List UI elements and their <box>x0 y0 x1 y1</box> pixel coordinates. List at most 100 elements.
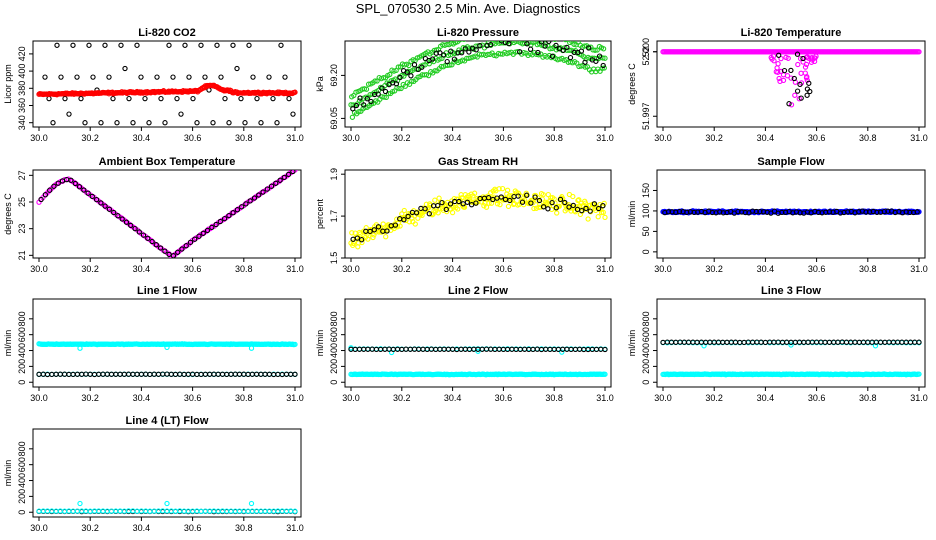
data-point-black <box>166 42 172 48</box>
data-point-yellow <box>370 234 376 241</box>
data-point-green <box>530 41 536 46</box>
data-point-green <box>380 75 387 81</box>
data-point-green <box>549 34 553 38</box>
data-point-green <box>600 46 607 52</box>
x-tick-label: 30.2 <box>81 523 99 533</box>
x-tick-label: 30.4 <box>757 264 775 274</box>
data-point-black <box>419 64 425 70</box>
x-tick-label: 30.4 <box>133 393 151 403</box>
data-point-magenta <box>773 69 779 75</box>
y-axis-label: ml/min <box>627 330 637 357</box>
data-point-black <box>174 95 180 102</box>
data-point-green <box>547 32 551 36</box>
data-point-green <box>530 31 534 35</box>
data-point-black <box>134 42 140 48</box>
y-tick-label: 69.20 <box>329 64 339 87</box>
data-points <box>660 208 922 216</box>
x-tick-label: 31.0 <box>596 133 614 143</box>
data-point-black <box>258 371 264 377</box>
y-tick-label: 600 <box>641 327 651 342</box>
x-tick-label: 30.6 <box>808 264 826 274</box>
data-point-black <box>791 75 797 82</box>
data-point-black <box>587 208 593 214</box>
data-point-black <box>39 35 43 39</box>
chart-title: Li-820 CO2 <box>138 27 195 39</box>
data-points <box>660 339 922 378</box>
x-tick-label: 30.6 <box>184 133 202 143</box>
plot-frame <box>32 298 302 388</box>
y-tick-label: 400 <box>17 473 27 488</box>
data-point-black <box>128 222 134 229</box>
y-tick-label: 52.000 <box>641 38 651 66</box>
data-point-black <box>264 186 270 192</box>
data-point-cyan <box>788 342 794 348</box>
data-point-black <box>292 371 298 377</box>
data-point-black <box>274 120 280 126</box>
x-tick-label: 31.0 <box>286 523 304 533</box>
data-point-black <box>567 54 574 61</box>
chart-panel-8: Line 2 Flow 30.0 30.2 30.4 30.6 30.8 31.0 0 2004… <box>315 285 614 403</box>
data-point-black <box>447 201 454 207</box>
x-tick-label: 31.0 <box>910 133 928 143</box>
data-point-black <box>273 180 279 186</box>
data-point-black <box>684 209 690 215</box>
data-point-yellow <box>534 198 540 204</box>
data-point-black <box>528 200 534 206</box>
data-point-black <box>66 111 72 117</box>
data-point-black <box>146 120 152 126</box>
x-tick-label: 30.4 <box>133 523 151 533</box>
data-point-magenta <box>792 92 798 98</box>
chart-title: Li-820 Temperature <box>741 27 842 39</box>
data-point-black <box>147 371 153 378</box>
data-point-black <box>602 346 608 353</box>
data-point-black <box>187 239 194 245</box>
chart-panel-5: Gas Stream RH 30.0 30.2 30.4 30.6 30.8 31.0 1.5… <box>315 156 614 274</box>
data-point-black <box>234 65 240 72</box>
data-point-yellow <box>517 193 523 199</box>
data-point-black <box>49 371 55 378</box>
chart-title: Line 3 Flow <box>761 285 821 297</box>
x-tick-label: 30.2 <box>393 133 411 143</box>
data-point-black <box>358 237 365 243</box>
data-point-blue <box>916 209 922 215</box>
data-point-black <box>242 120 248 126</box>
data-point-black <box>566 204 572 210</box>
data-point-black <box>234 207 241 213</box>
data-point-black <box>85 190 91 196</box>
y-axis-label: kPa <box>315 76 325 92</box>
data-point-green <box>432 68 438 74</box>
data-points <box>36 500 298 515</box>
x-tick-label: 30.6 <box>495 133 513 143</box>
x-tick-label: 30.8 <box>235 133 253 143</box>
data-point-black <box>54 42 60 48</box>
data-point-black <box>106 206 113 212</box>
data-point-black <box>62 95 68 102</box>
data-point-black <box>230 210 236 216</box>
data-point-green <box>381 94 387 100</box>
data-point-black <box>226 120 232 126</box>
x-tick-label: 30.2 <box>81 393 99 403</box>
y-tick-label: 25 <box>17 197 27 207</box>
data-point-green <box>372 78 378 84</box>
data-point-black <box>102 42 108 48</box>
data-point-black <box>186 74 192 80</box>
data-point-green <box>601 65 607 71</box>
data-point-black <box>515 193 521 199</box>
data-point-black <box>178 111 184 117</box>
x-tick-label: 30.4 <box>444 133 462 143</box>
data-point-black <box>207 371 213 377</box>
data-point-black <box>819 210 825 216</box>
data-point-cyan <box>916 371 922 377</box>
data-point-yellow <box>538 204 544 210</box>
chart-panel-3: Li-820 Temperature 30.0 30.2 30.4 30.6 30.8 31… <box>627 27 928 143</box>
data-point-green <box>559 35 563 39</box>
x-tick-label: 30.4 <box>444 393 462 403</box>
data-point-black <box>522 41 525 42</box>
data-point-black <box>788 67 794 74</box>
data-point-magenta <box>812 55 818 61</box>
data-point-yellow <box>540 191 546 198</box>
data-point-black <box>46 95 52 102</box>
data-point-black <box>114 120 120 126</box>
x-tick-label: 30.8 <box>235 264 253 274</box>
data-point-green <box>536 32 540 36</box>
